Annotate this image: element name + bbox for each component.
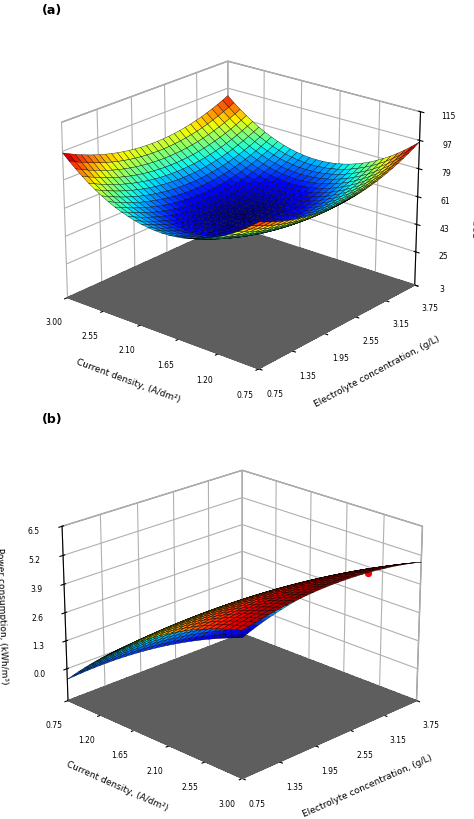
Y-axis label: Electrolyte concentration, (g/L): Electrolyte concentration, (g/L) (313, 334, 441, 409)
Text: (b): (b) (42, 413, 63, 426)
Text: (a): (a) (42, 4, 63, 17)
X-axis label: Electrolyte concentration, (g/L): Electrolyte concentration, (g/L) (301, 752, 434, 817)
Y-axis label: Current density, (A/dm²): Current density, (A/dm²) (65, 758, 169, 812)
X-axis label: Current density, (A/dm²): Current density, (A/dm²) (75, 357, 181, 405)
